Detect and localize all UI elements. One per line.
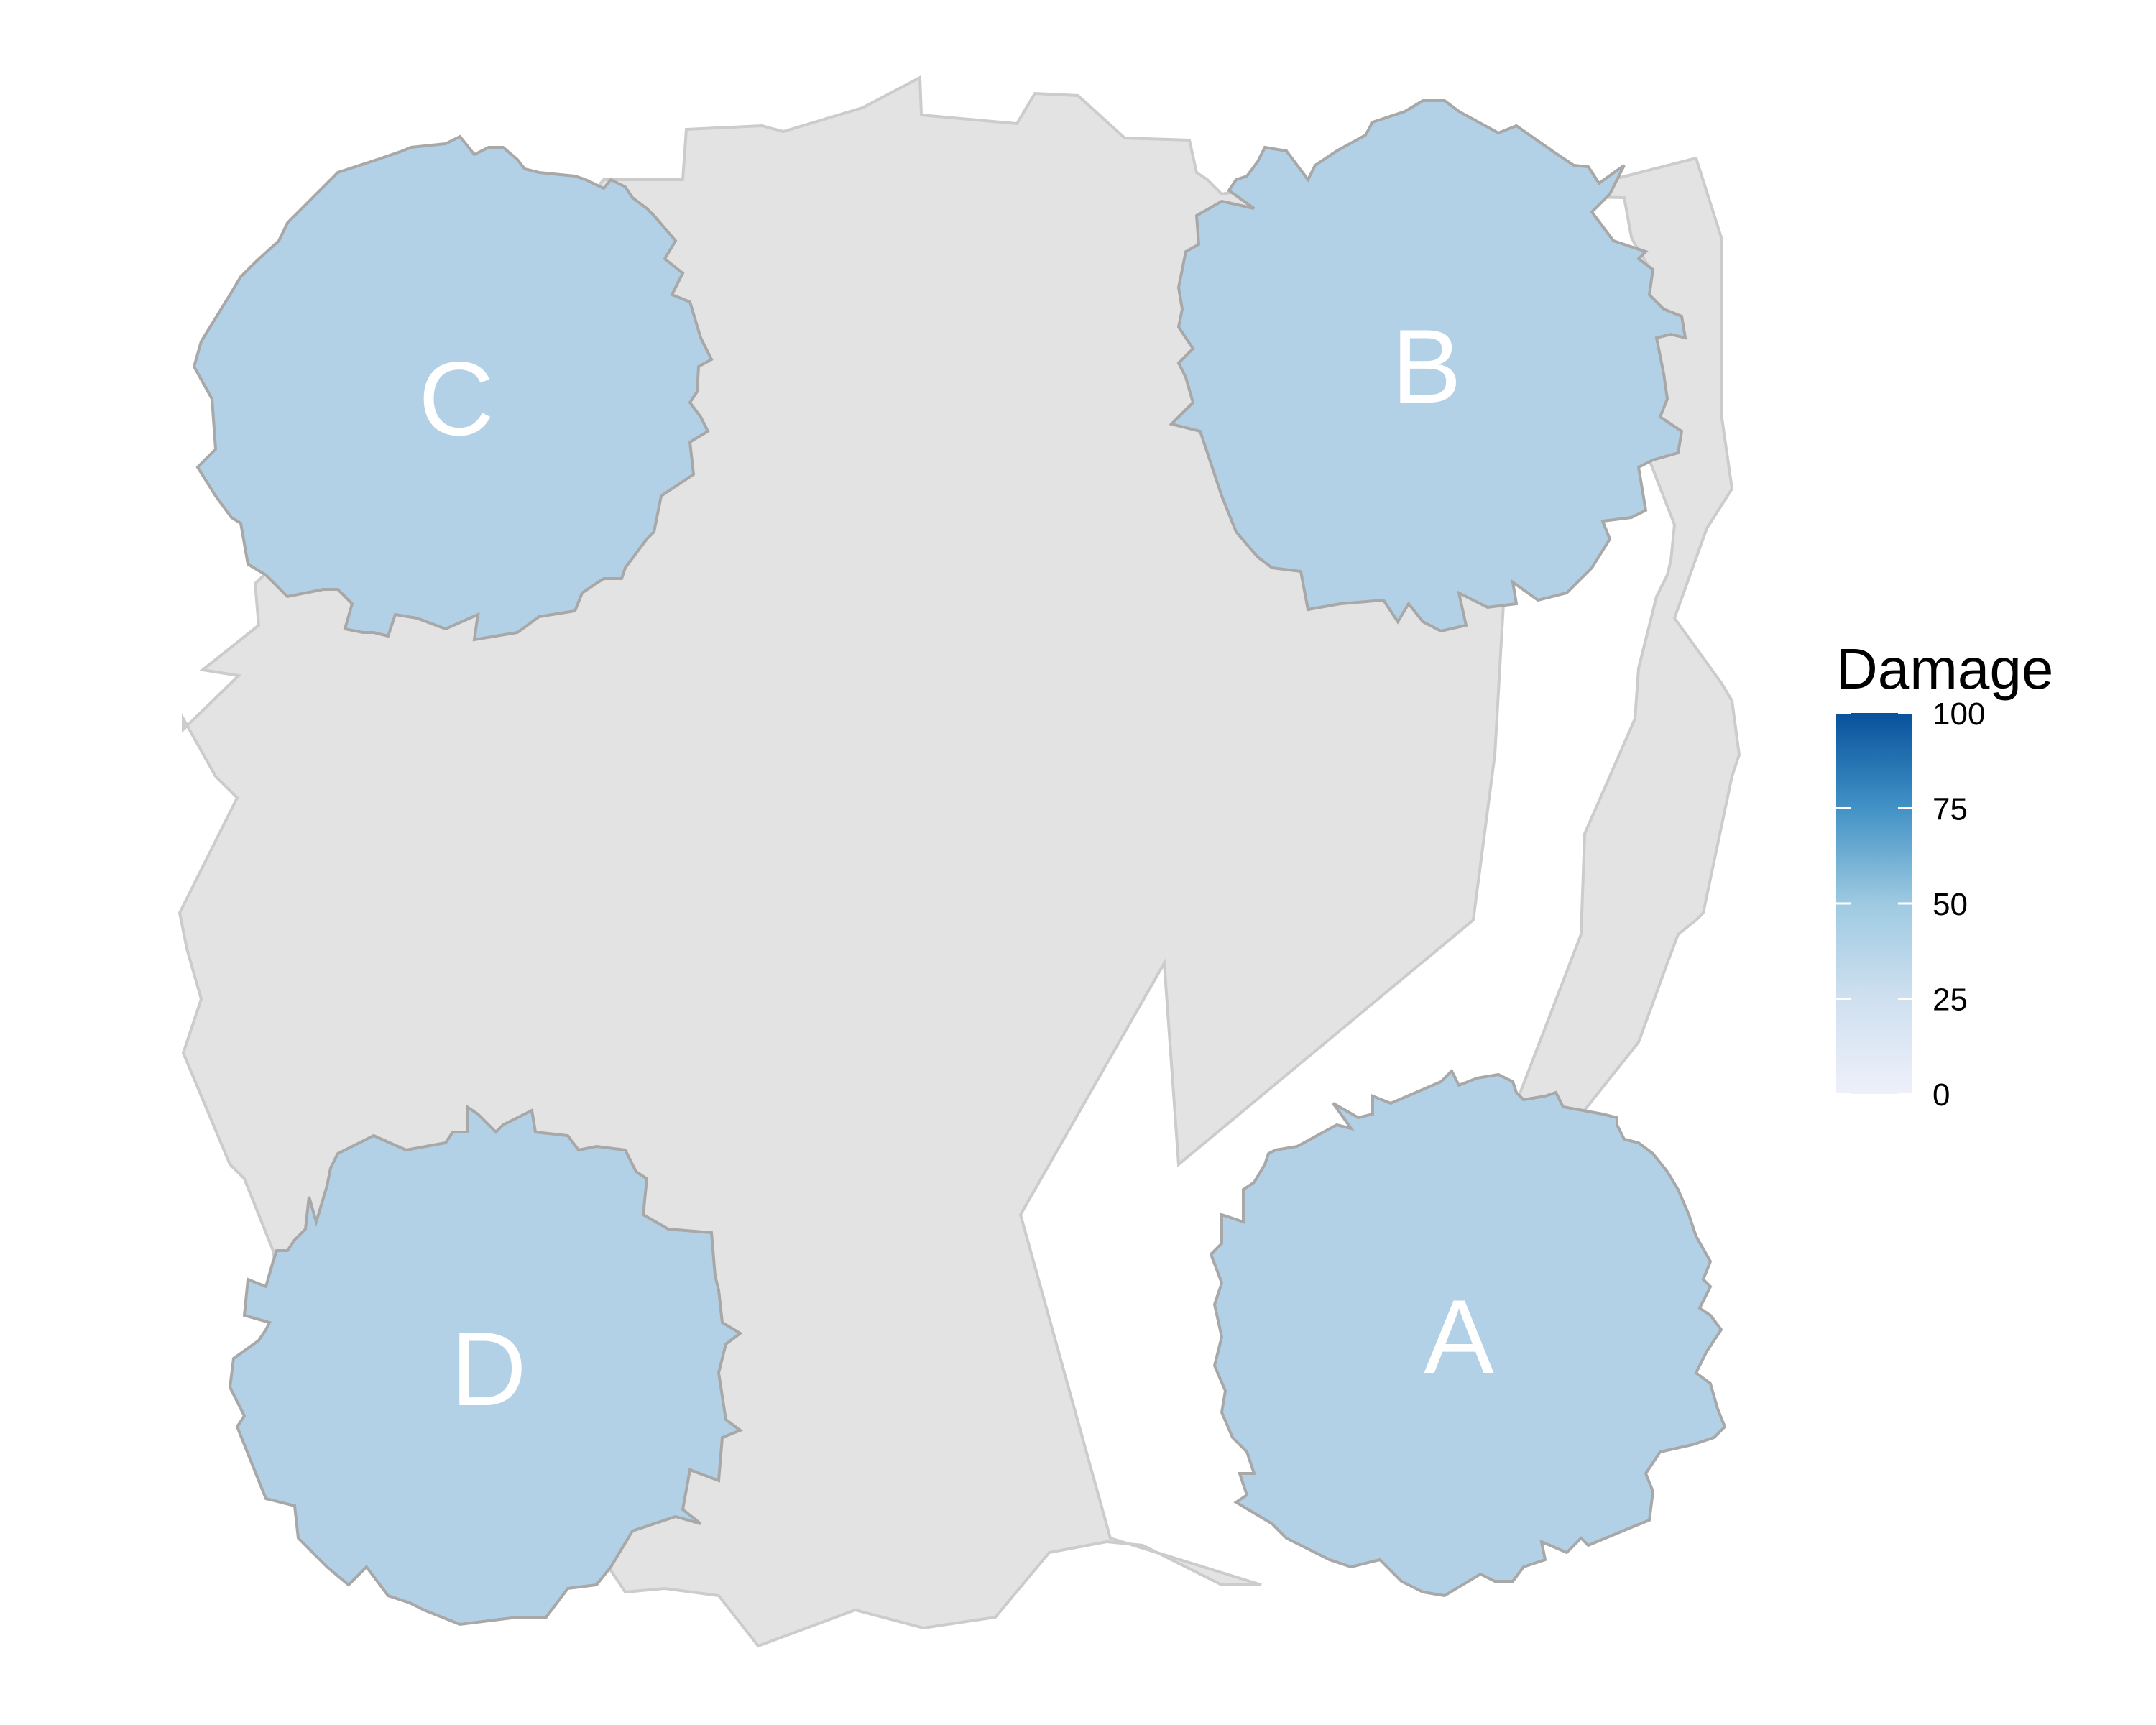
region-label-a: A	[1424, 1278, 1494, 1395]
legend-tick-label: 100	[1932, 696, 1985, 732]
legend-tick-label: 75	[1932, 792, 1968, 827]
legend-ticks: 0 25 50 75 100	[1836, 696, 1985, 1113]
legend-tick-label: 50	[1932, 887, 1968, 922]
legend: Damage 0 25 50 75 100	[1836, 637, 2053, 1113]
region-label-d: D	[451, 1310, 526, 1427]
legend-tick-label: 0	[1932, 1077, 1950, 1113]
legend-title: Damage	[1836, 637, 2053, 701]
region-label-c: C	[418, 340, 494, 457]
region-label-b: B	[1391, 308, 1461, 425]
region-c[interactable]	[192, 134, 714, 642]
legend-tick-label: 25	[1932, 983, 1968, 1018]
region-a[interactable]	[1209, 1068, 1727, 1598]
region-b[interactable]	[1169, 99, 1687, 633]
region-d[interactable]	[228, 1104, 744, 1627]
